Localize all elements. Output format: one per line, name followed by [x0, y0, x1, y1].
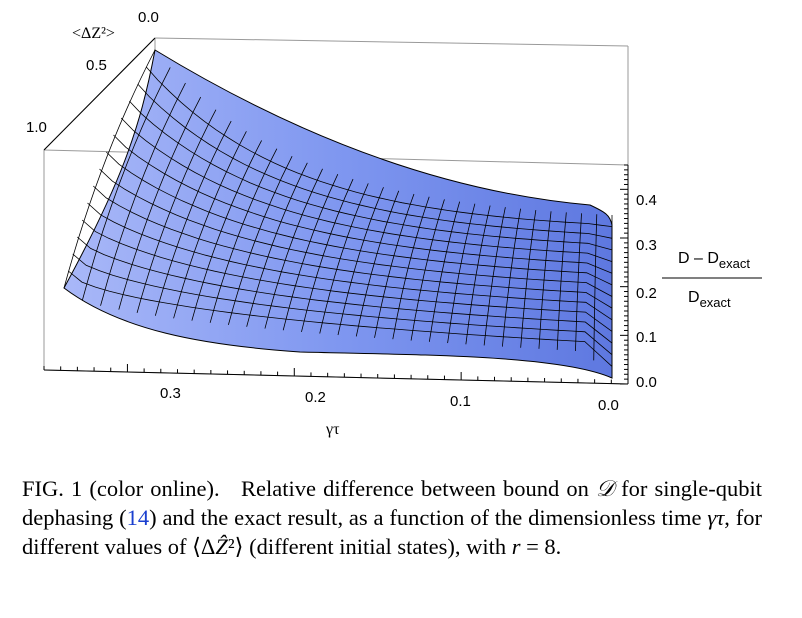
mesh-line — [428, 201, 461, 342]
mesh-line — [319, 183, 369, 334]
y-tick-label: 0.4 — [636, 192, 657, 209]
mesh-line — [100, 82, 186, 306]
mesh-line — [282, 174, 339, 331]
mesh-line — [63, 49, 156, 289]
x-tick-label: 0.3 — [160, 385, 181, 402]
y-tick-label: 0.3 — [636, 237, 657, 254]
mesh-line — [136, 109, 217, 314]
mesh-line — [77, 236, 613, 344]
mesh-line — [146, 66, 613, 227]
mesh-line — [355, 190, 400, 337]
mesh-line — [129, 100, 613, 251]
figure-caption: FIG. 1 (color online). Relative differen… — [22, 476, 762, 559]
y-tick-label: 0.1 — [636, 329, 657, 346]
mesh-line — [337, 187, 384, 336]
mesh-line — [410, 199, 445, 341]
z-tick-label: 1.0 — [26, 119, 47, 136]
mesh-line — [87, 202, 613, 321]
mesh-line — [93, 185, 613, 309]
y-label-numerator: D – Dexact — [678, 250, 750, 271]
z-axis-title: <ΔZ²> — [72, 25, 115, 42]
mesh-line — [154, 120, 232, 316]
mesh-line — [392, 196, 430, 340]
surface-plot: 0.0 0.5 1.0 <ΔZ²> 0.3 0.2 0.1 0.0 γτ 0.4… — [26, 9, 762, 438]
mesh-line — [556, 212, 567, 350]
z-tick-label: 0.0 — [138, 9, 159, 26]
mesh-line — [575, 213, 582, 351]
mesh-line — [113, 134, 613, 274]
y-tick-label: 0.2 — [636, 285, 657, 302]
mesh-line — [191, 140, 262, 321]
reference-link[interactable]: 14 — [126, 505, 150, 530]
mesh-line — [483, 207, 506, 346]
mesh-line — [246, 162, 308, 327]
x-tick-label: 0.1 — [450, 393, 471, 410]
mesh-line — [447, 203, 476, 344]
x-axis-title: γτ — [325, 421, 340, 438]
mesh-line — [465, 205, 491, 345]
z-axis: 0.0 0.5 1.0 <ΔZ²> — [26, 9, 159, 151]
mesh-line — [106, 151, 613, 286]
mesh-line — [118, 96, 202, 310]
mesh-line — [520, 210, 537, 348]
mesh-line — [374, 193, 415, 338]
x-tick-label: 0.2 — [305, 389, 326, 406]
mesh-line — [81, 219, 613, 332]
x-tick-label: 0.0 — [598, 397, 619, 414]
mesh-line — [228, 155, 293, 325]
mesh-line — [301, 178, 354, 333]
mesh-line — [209, 148, 278, 323]
y-tick-label: 0.0 — [636, 374, 657, 391]
mesh-line — [120, 117, 613, 262]
mesh-line — [538, 211, 552, 349]
mesh-line — [72, 253, 613, 356]
mesh-line — [264, 168, 323, 329]
mesh-line — [593, 214, 598, 361]
surface-mesh — [63, 49, 613, 378]
mesh-line — [99, 168, 613, 297]
caption-prefix: FIG. 1 (color online). — [22, 476, 220, 501]
z-tick-label: 0.5 — [86, 57, 107, 74]
mesh-line — [137, 83, 613, 239]
mesh-line — [81, 67, 171, 301]
y-label-denominator: Dexact — [688, 289, 731, 310]
mesh-line — [173, 131, 247, 319]
y-axis: 0.4 0.3 0.2 0.1 0.0 D – Dexact Dexact — [627, 165, 762, 391]
x-axis: 0.3 0.2 0.1 0.0 γτ — [43, 369, 629, 438]
mesh-line — [502, 208, 521, 347]
mesh-line — [68, 270, 613, 367]
